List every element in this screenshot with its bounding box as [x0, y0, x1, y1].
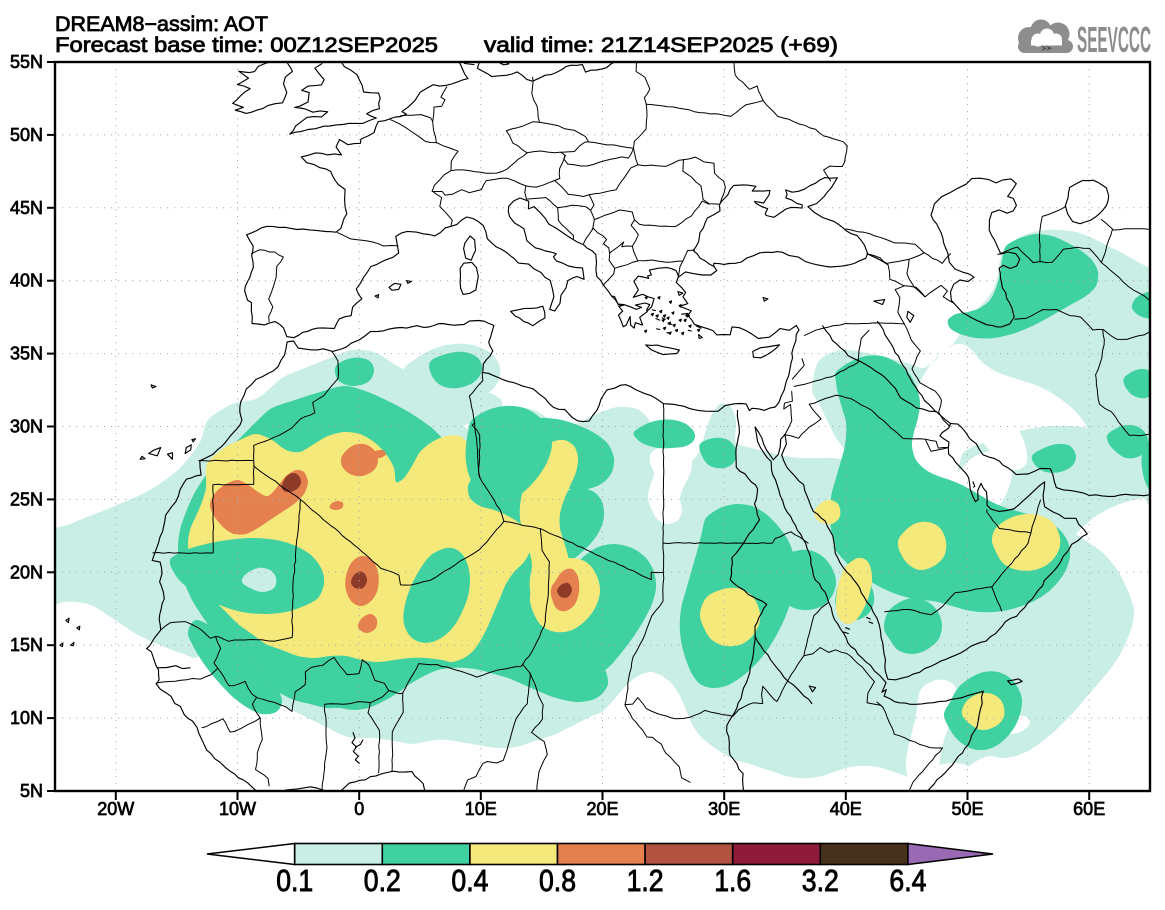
svg-text:50E: 50E [951, 799, 983, 819]
svg-text:0: 0 [354, 799, 364, 819]
svg-text:40E: 40E [830, 799, 862, 819]
svg-text:40N: 40N [10, 271, 43, 291]
svg-text:SEEVCCC: SEEVCCC [1077, 19, 1151, 60]
svg-text:0.4: 0.4 [451, 863, 488, 898]
svg-text:20N: 20N [10, 562, 43, 582]
svg-text:5N: 5N [20, 781, 43, 801]
svg-text:1.6: 1.6 [714, 863, 751, 898]
svg-text:10E: 10E [465, 799, 497, 819]
svg-text:3.2: 3.2 [802, 863, 839, 898]
svg-text:45N: 45N [10, 198, 43, 218]
svg-text:0.8: 0.8 [539, 863, 576, 898]
svg-text:valid time: 21Z14SEP2025 (+69): valid time: 21Z14SEP2025 (+69) [484, 34, 838, 57]
svg-text:1.2: 1.2 [627, 863, 664, 898]
svg-text:0.2: 0.2 [364, 863, 401, 898]
svg-text:20W: 20W [97, 799, 134, 819]
svg-text:30N: 30N [10, 417, 43, 437]
svg-text:10N: 10N [10, 708, 43, 728]
svg-text:50N: 50N [10, 125, 43, 145]
svg-text:Forecast base time: 00Z12SEP20: Forecast base time: 00Z12SEP2025 [55, 34, 438, 57]
svg-text:55N: 55N [10, 52, 43, 72]
svg-text:25N: 25N [10, 489, 43, 509]
svg-text:6.4: 6.4 [889, 863, 926, 898]
svg-text:15N: 15N [10, 635, 43, 655]
svg-text:DREAM8−assim: AOT: DREAM8−assim: AOT [55, 13, 268, 36]
svg-text:10W: 10W [219, 799, 256, 819]
svg-text:20E: 20E [586, 799, 618, 819]
svg-text:30E: 30E [708, 799, 740, 819]
svg-text:35N: 35N [10, 344, 43, 364]
svg-text:0.1: 0.1 [276, 863, 313, 898]
svg-text:60E: 60E [1073, 799, 1105, 819]
